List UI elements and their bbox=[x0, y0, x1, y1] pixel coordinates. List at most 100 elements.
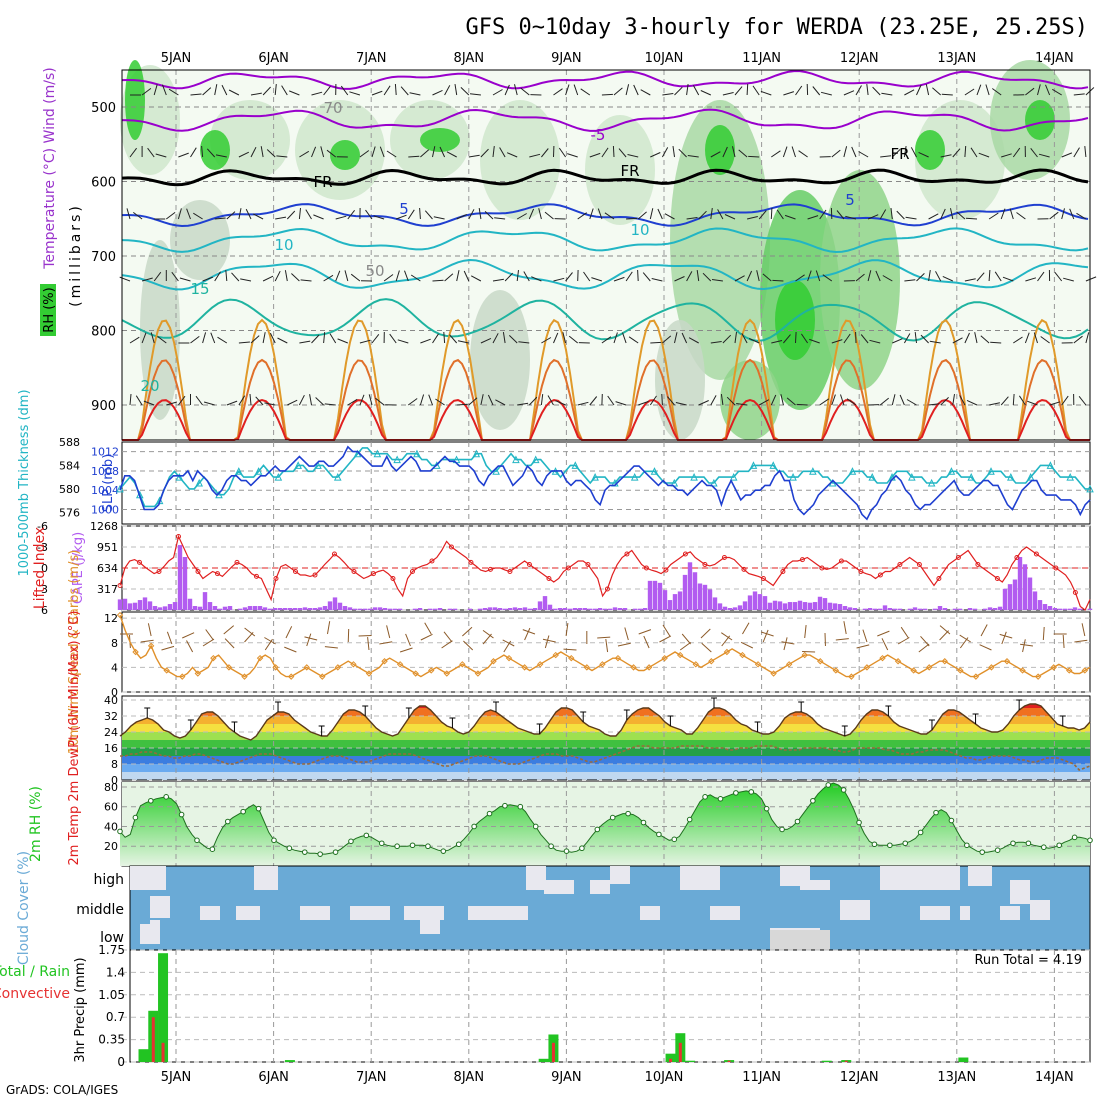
cape-bar bbox=[758, 594, 762, 610]
wind-tick-label: 12 bbox=[104, 612, 118, 625]
cape-bar bbox=[273, 608, 277, 610]
cape-bar bbox=[1013, 580, 1017, 610]
cloud-gap bbox=[640, 906, 660, 920]
top-date-label: 8JAN bbox=[454, 51, 485, 66]
temp-tick-label: 8 bbox=[111, 758, 118, 771]
precip-total-bar bbox=[822, 1061, 832, 1062]
cape-bar bbox=[783, 603, 787, 610]
cloud-gap bbox=[840, 900, 870, 920]
wind-barb bbox=[638, 270, 639, 281]
cape-bar bbox=[1043, 604, 1047, 610]
wind-tick-label: 8 bbox=[111, 637, 118, 650]
cape-bar bbox=[1053, 608, 1057, 610]
cape-bar bbox=[983, 609, 987, 610]
cape-bar bbox=[578, 608, 582, 610]
cape-bar bbox=[943, 608, 947, 610]
cape-bar bbox=[513, 607, 517, 610]
rh-marker bbox=[518, 804, 523, 809]
cape-bar bbox=[1058, 609, 1062, 610]
cape-bar bbox=[288, 608, 292, 610]
cape-bar bbox=[378, 607, 382, 610]
precip-conv-label: Convective bbox=[0, 986, 70, 1002]
cloud-label: Cloud Cover (%) bbox=[16, 851, 32, 965]
cape-bar bbox=[853, 608, 857, 610]
cape-bar bbox=[468, 609, 472, 610]
cape-bar bbox=[178, 545, 182, 610]
cape-bar bbox=[798, 601, 802, 610]
cape-bar bbox=[343, 606, 347, 610]
rh-marker bbox=[641, 820, 646, 825]
top-date-label: 12JAN bbox=[840, 51, 879, 66]
cloud-gap bbox=[920, 906, 950, 920]
cape-bar bbox=[918, 609, 922, 610]
cape-bar bbox=[563, 608, 567, 610]
cape-bar bbox=[793, 602, 797, 610]
cape-bar bbox=[993, 608, 997, 610]
cloud-gap bbox=[468, 906, 528, 920]
top-date-label: 13JAN bbox=[937, 51, 976, 66]
wind-barb bbox=[797, 404, 808, 405]
temp-band bbox=[122, 772, 1090, 780]
cape-bar bbox=[683, 575, 687, 610]
cape-bar bbox=[588, 609, 592, 610]
rh-blob bbox=[470, 290, 530, 430]
surface-wind-barb bbox=[359, 636, 372, 637]
cape-bar bbox=[393, 609, 397, 610]
wind-barb bbox=[748, 156, 759, 157]
cape-bar bbox=[223, 607, 227, 610]
cape-bar bbox=[238, 609, 242, 610]
chart-title: GFS 0~10day 3-hourly for WERDA (23.25E, … bbox=[465, 15, 1088, 40]
cape-bar bbox=[398, 609, 402, 610]
rh-blob bbox=[200, 130, 230, 170]
top-date-label: 11JAN bbox=[742, 51, 781, 66]
pressure-tick-label: 600 bbox=[91, 176, 116, 191]
cape-bar bbox=[263, 607, 267, 610]
rh-marker bbox=[456, 842, 461, 847]
cape-bar bbox=[613, 607, 617, 610]
bottom-date-label: 9JAN bbox=[551, 1070, 582, 1085]
contour-label: 10 bbox=[630, 221, 649, 239]
precip-tick-label: 0 bbox=[117, 1055, 125, 1069]
rh-marker bbox=[472, 824, 477, 829]
cape-bar bbox=[188, 599, 192, 610]
cloud-row-label: high bbox=[93, 872, 124, 888]
cape-bar bbox=[788, 602, 792, 610]
contour-label: 5 bbox=[845, 191, 855, 209]
pressure-tick-label: 700 bbox=[91, 250, 116, 265]
temp-band bbox=[122, 748, 1090, 756]
rh-marker bbox=[179, 812, 184, 817]
rh-marker bbox=[256, 806, 261, 811]
contour-label: 5 bbox=[399, 200, 409, 218]
cape-bar bbox=[723, 607, 727, 610]
precip-tick-label: 0.7 bbox=[106, 1010, 125, 1024]
cape-bar bbox=[1008, 584, 1012, 610]
cape-bar bbox=[708, 589, 712, 610]
cape-bar bbox=[1018, 557, 1022, 610]
bottom-date-label: 11JAN bbox=[742, 1070, 781, 1085]
cape-bar bbox=[438, 608, 442, 610]
cape-bar bbox=[893, 609, 897, 610]
cape-bar bbox=[923, 609, 927, 610]
cape-bar bbox=[203, 592, 207, 610]
rh-marker bbox=[364, 833, 369, 838]
bottom-date-label: 5JAN bbox=[161, 1070, 192, 1085]
cape-bar bbox=[828, 603, 832, 610]
cloud-gap bbox=[544, 880, 574, 894]
cloud-gap bbox=[150, 896, 170, 918]
cape-bar bbox=[358, 609, 362, 610]
cape-bar bbox=[283, 608, 287, 610]
cape-bar bbox=[143, 597, 147, 610]
temp-tick-label: 24 bbox=[104, 726, 118, 739]
cape-bar bbox=[838, 604, 842, 610]
cape-bar bbox=[498, 608, 502, 610]
cape-bar bbox=[863, 609, 867, 610]
cape-bar bbox=[568, 609, 572, 610]
contour-label: 20 bbox=[140, 377, 159, 395]
cloud-gap bbox=[710, 906, 740, 920]
cape-bar bbox=[773, 601, 777, 610]
li-label: Lifted Index bbox=[32, 527, 48, 609]
cape-bar bbox=[388, 609, 392, 610]
cape-bar bbox=[553, 609, 557, 610]
